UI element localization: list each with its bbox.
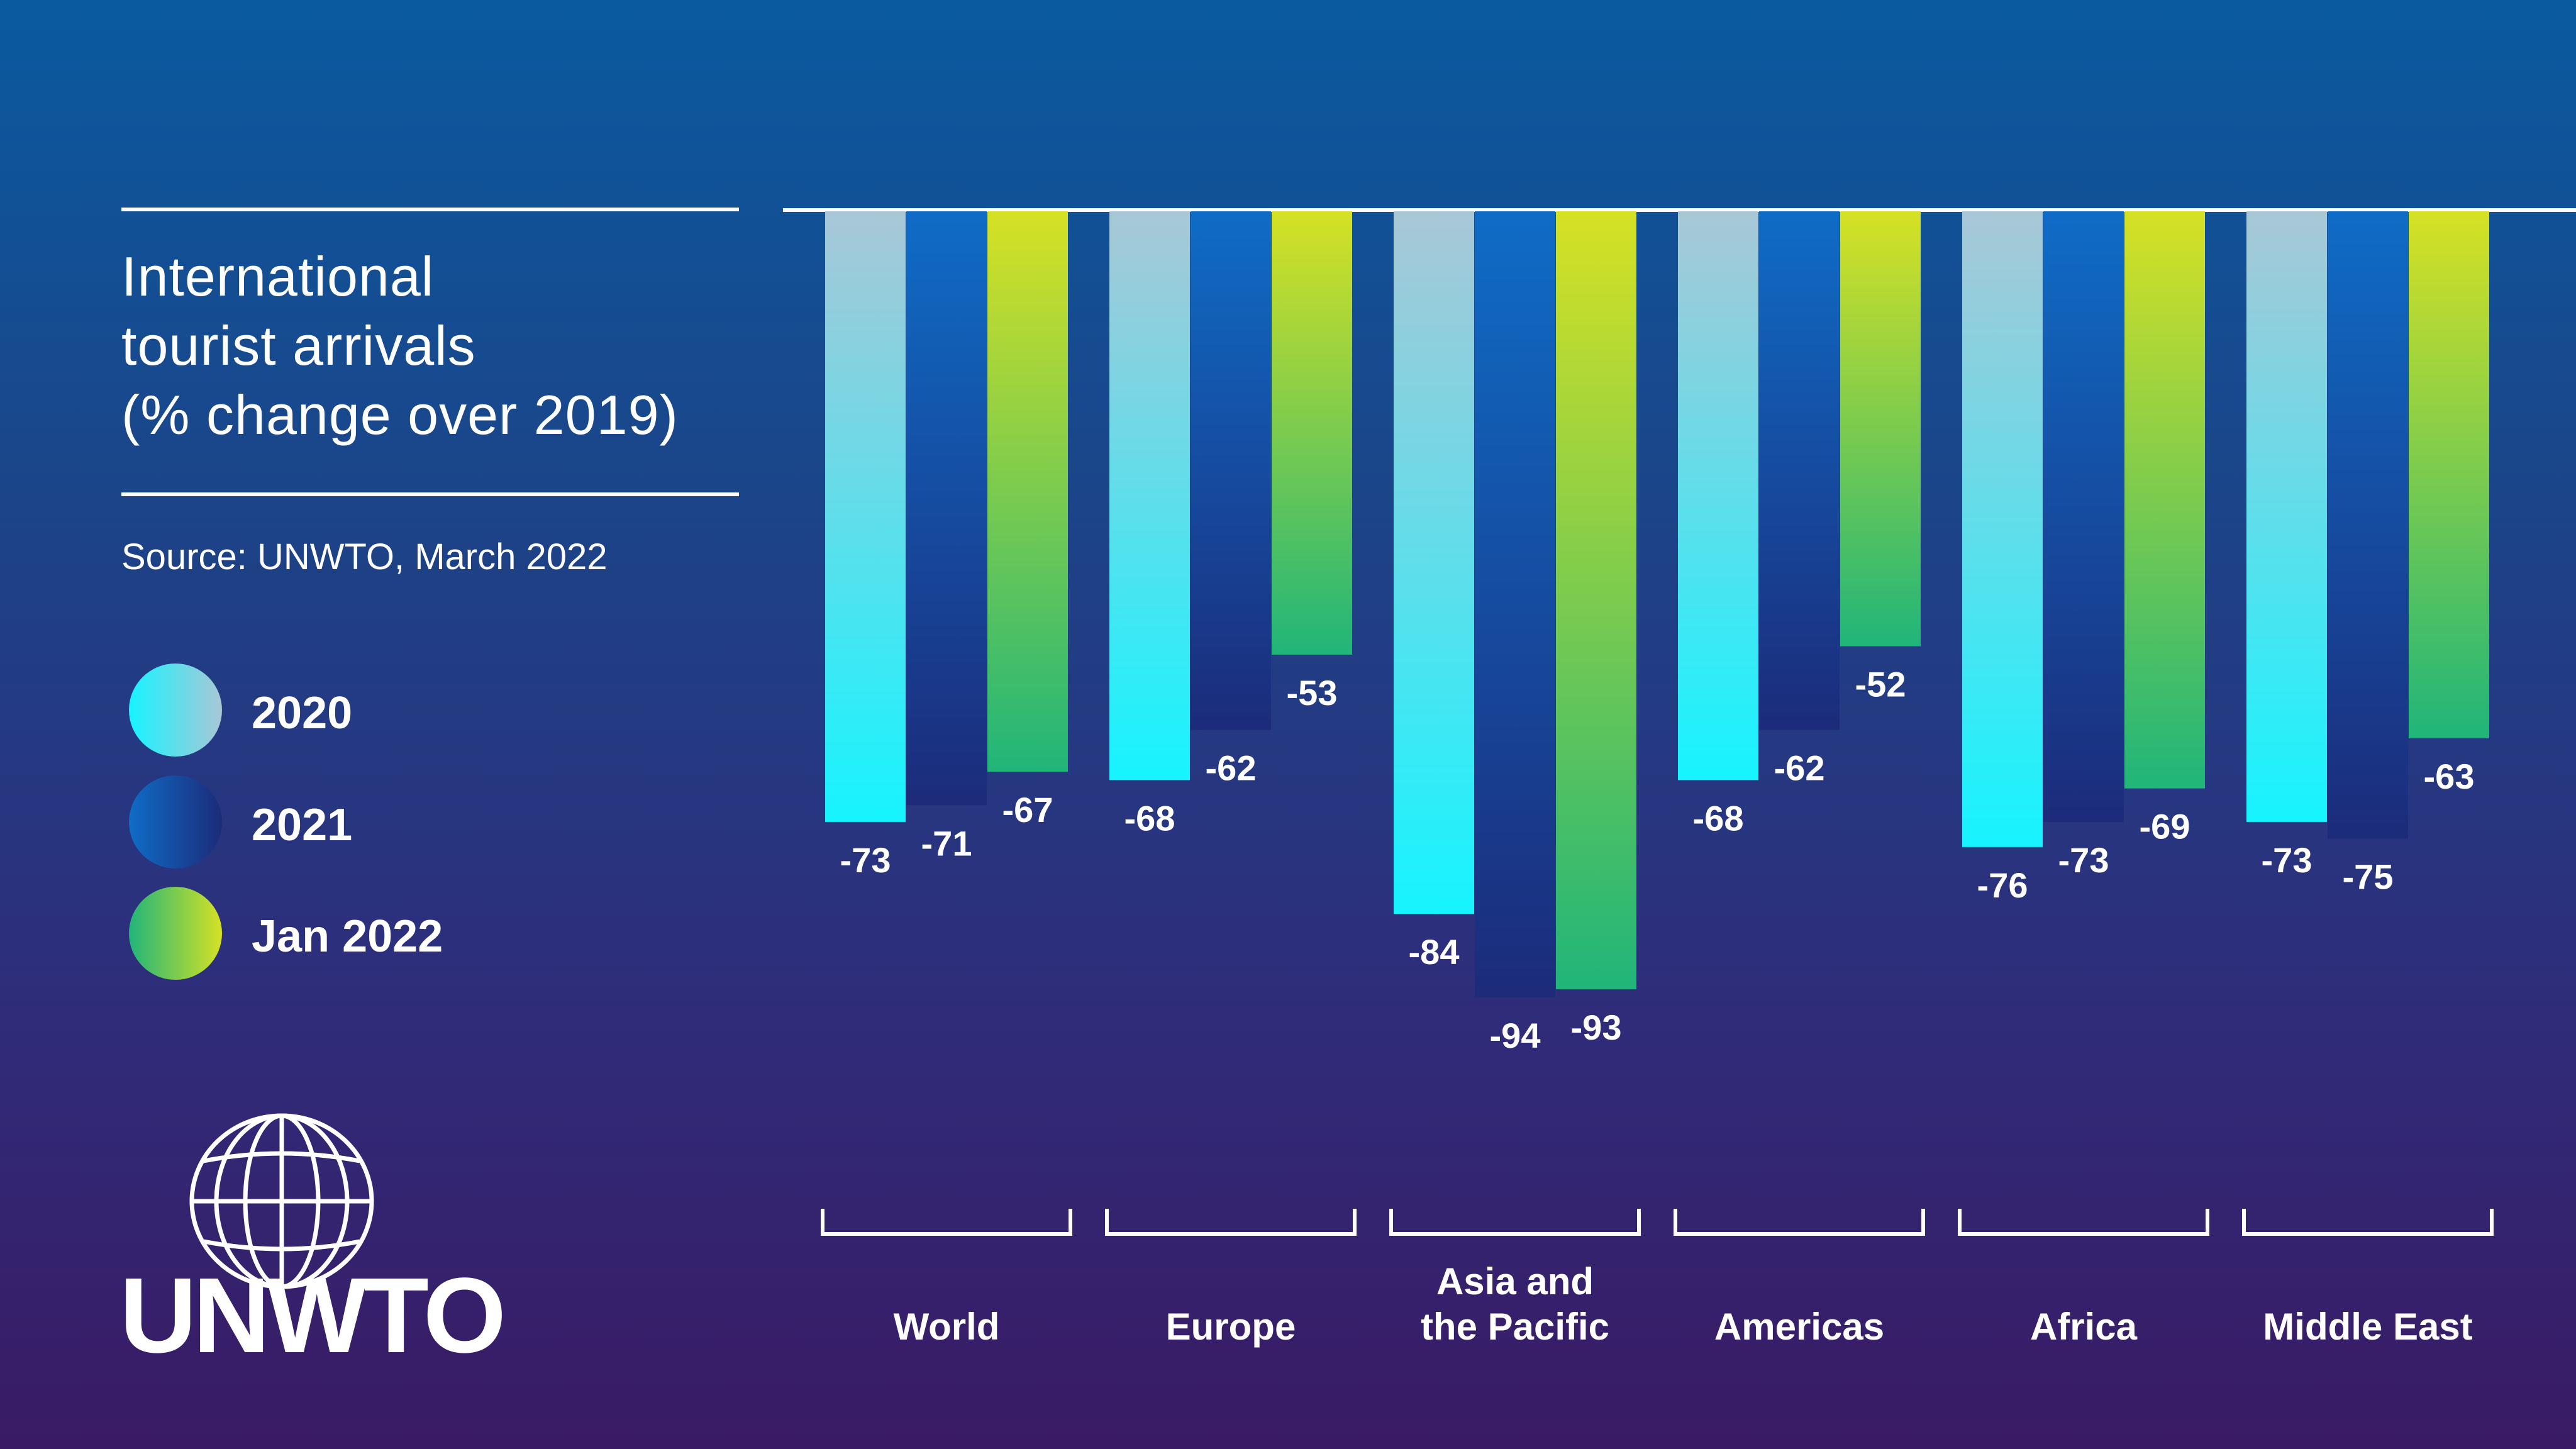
bar-europe-2021 bbox=[1191, 211, 1271, 730]
legend-swatch-jan-2022 bbox=[129, 887, 222, 980]
legend-swatch-2021 bbox=[129, 775, 222, 869]
value-label-world-2021: -71 bbox=[921, 823, 972, 863]
categories-layer: World Europe Asia and the Pacific Americas Af… bbox=[821, 1209, 2494, 1348]
chart-title-line-2: tourist arrivals bbox=[121, 314, 476, 377]
chart-title: International tourist arrivals (% change… bbox=[121, 242, 750, 450]
source-note: Source: UNWTO, March 2022 bbox=[121, 536, 608, 577]
value-label-africa-2020: -76 bbox=[1977, 865, 2028, 905]
legend-label-2020: 2020 bbox=[252, 688, 353, 738]
value-label-world-jan-2022: -67 bbox=[1002, 790, 1053, 830]
bars-layer bbox=[825, 211, 2489, 998]
globe-icon bbox=[189, 1113, 374, 1289]
value-label-europe-jan-2022: -53 bbox=[1287, 673, 1338, 713]
bar-middle-east-2020 bbox=[2246, 211, 2327, 822]
chart-title-line-3: (% change over 2019) bbox=[121, 384, 679, 446]
value-label-americas-jan-2022: -52 bbox=[1855, 665, 1906, 704]
category-bracket-asia-and-the-pacific bbox=[1389, 1209, 1641, 1236]
value-label-middle-east-jan-2022: -63 bbox=[2424, 757, 2475, 796]
legend-label-jan-2022: Jan 2022 bbox=[252, 911, 443, 962]
category-bracket-europe bbox=[1105, 1209, 1357, 1236]
value-label-middle-east-2021: -75 bbox=[2343, 857, 2394, 897]
unwto-logo: UNWTO bbox=[119, 1107, 506, 1375]
bar-americas-jan-2022 bbox=[1840, 211, 1921, 647]
value-label-europe-2021: -62 bbox=[1206, 748, 1257, 788]
bar-africa-2020 bbox=[1962, 211, 2043, 847]
legend-item-jan-2022: Jan 2022 bbox=[129, 887, 569, 981]
legend-item-2021: 2021 bbox=[129, 775, 569, 870]
category-bracket-middle-east bbox=[2242, 1209, 2494, 1236]
category-label-middle-east: Middle East bbox=[2263, 1306, 2472, 1348]
value-label-europe-2020: -68 bbox=[1124, 798, 1175, 838]
bar-world-2020 bbox=[825, 211, 906, 822]
logo-wordmark: UNWTO bbox=[119, 1256, 506, 1375]
category-bracket-africa bbox=[1958, 1209, 2209, 1236]
bar-americas-2020 bbox=[1678, 211, 1758, 780]
value-label-americas-2020: -68 bbox=[1693, 798, 1744, 838]
title-bottom-rule bbox=[121, 492, 739, 496]
bar-asia-and-the-pacific-2020 bbox=[1394, 211, 1474, 914]
bar-middle-east-2021 bbox=[2328, 211, 2408, 839]
value-label-africa-2021: -73 bbox=[2058, 840, 2109, 880]
value-label-asia-and-the-pacific-2021: -94 bbox=[1490, 1016, 1541, 1055]
bar-asia-and-the-pacific-jan-2022 bbox=[1556, 211, 1636, 989]
labels-layer: -73 -71-67 -68-62-53-84-94 -93-68-62-52-76-… bbox=[840, 665, 2475, 1056]
bar-world-2021 bbox=[906, 211, 987, 806]
value-label-americas-2021: -62 bbox=[1774, 748, 1825, 788]
legend-swatch-2020 bbox=[129, 663, 222, 757]
title-top-rule bbox=[121, 208, 739, 211]
bar-asia-and-the-pacific-2021 bbox=[1475, 211, 1555, 998]
bar-middle-east-jan-2022 bbox=[2409, 211, 2489, 738]
bar-world-jan-2022 bbox=[987, 211, 1068, 772]
value-label-asia-and-the-pacific-2020: -84 bbox=[1409, 932, 1460, 972]
category-label-world: World bbox=[894, 1306, 1000, 1348]
legend-label-2021: 2021 bbox=[252, 800, 353, 850]
value-label-middle-east-2020: -73 bbox=[2262, 840, 2312, 880]
category-bracket-world bbox=[821, 1209, 1072, 1236]
bar-europe-jan-2022 bbox=[1272, 211, 1352, 655]
value-label-asia-and-the-pacific-jan-2022: -93 bbox=[1571, 1008, 1622, 1047]
category-label-asia-and-the-pacific: Asia and the Pacific bbox=[1421, 1260, 1609, 1348]
bar-americas-2021 bbox=[1759, 211, 1840, 730]
bar-africa-2021 bbox=[2043, 211, 2124, 822]
category-bracket-americas bbox=[1674, 1209, 1925, 1236]
category-label-americas: Americas bbox=[1714, 1306, 1884, 1348]
value-label-africa-jan-2022: -69 bbox=[2140, 807, 2190, 847]
value-label-world-2020: -73 bbox=[840, 840, 891, 880]
category-label-africa: Africa bbox=[2030, 1306, 2138, 1348]
category-label-europe: Europe bbox=[1166, 1306, 1296, 1348]
bar-africa-jan-2022 bbox=[2124, 211, 2205, 789]
chart-title-line-1: International bbox=[121, 245, 435, 308]
legend-item-2020: 2020 bbox=[129, 663, 569, 758]
bar-europe-2020 bbox=[1109, 211, 1190, 780]
